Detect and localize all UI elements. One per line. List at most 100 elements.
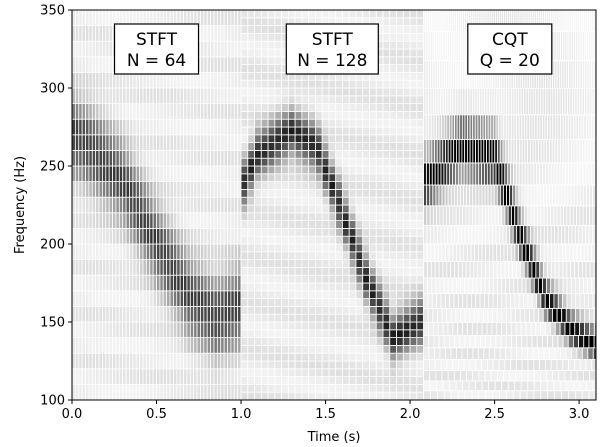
- heatmap-cell: [579, 359, 587, 371]
- heatmap-cell: [443, 162, 448, 186]
- heatmap-cell: [260, 329, 269, 338]
- heatmap-cell: [186, 352, 191, 370]
- heatmap-cell: [74, 72, 80, 89]
- heatmap-cell: [210, 305, 215, 323]
- heatmap-cell: [423, 347, 430, 360]
- heatmap-cell: [382, 111, 391, 120]
- heatmap-cell: [240, 305, 249, 315]
- heatmap-cell: [156, 196, 161, 214]
- heatmap-cell: [125, 274, 130, 292]
- heatmap-cell: [287, 243, 296, 253]
- heatmap-cell: [95, 181, 100, 198]
- heatmap-cell: [159, 118, 164, 136]
- heatmap-cell: [91, 196, 97, 214]
- heatmap-cell: [156, 259, 161, 276]
- heatmap-cell: [500, 261, 506, 279]
- heatmap-cell: [382, 25, 391, 34]
- heatmap-cell: [591, 277, 596, 295]
- heatmap-cell: [176, 72, 181, 89]
- heatmap-cell: [196, 149, 201, 167]
- heatmap-cell: [230, 165, 235, 182]
- heatmap-cell: [294, 259, 303, 268]
- heatmap-cell: [145, 274, 151, 292]
- heatmap-cell: [91, 72, 97, 89]
- heatmap-cell: [566, 261, 572, 279]
- heatmap-cell: [108, 274, 113, 292]
- heatmap-cell: [240, 282, 249, 292]
- heatmap-cell: [122, 87, 127, 105]
- heatmap-cell: [301, 243, 310, 253]
- heatmap-cell: [294, 173, 303, 183]
- heatmap-cell: [545, 321, 551, 336]
- heatmap-cell: [267, 391, 276, 400]
- heatmap-cell: [342, 352, 350, 362]
- heatmap-cell: [183, 118, 188, 136]
- heatmap-cell: [555, 184, 560, 207]
- heatmap-cell: [362, 251, 370, 261]
- heatmap-cell: [542, 162, 546, 186]
- heatmap-cell: [213, 56, 218, 73]
- heatmap-cell: [179, 72, 184, 89]
- heatmap-cell: [189, 181, 195, 198]
- heatmap-cell: [105, 72, 110, 89]
- heatmap-cell: [328, 220, 337, 229]
- heatmap-cell: [328, 360, 337, 370]
- heatmap-cell: [382, 251, 391, 261]
- heatmap-cell: [145, 134, 151, 151]
- heatmap-cell: [78, 181, 83, 198]
- heatmap-cell: [566, 293, 572, 309]
- heatmap-cell: [301, 235, 310, 245]
- heatmap-cell: [118, 368, 124, 385]
- heatmap-cell: [464, 390, 473, 400]
- heatmap-cell: [254, 111, 262, 120]
- heatmap-cell: [129, 259, 134, 276]
- heatmap-cell: [227, 368, 232, 385]
- heatmap-cell: [193, 259, 198, 276]
- heatmap-cell: [585, 359, 593, 371]
- heatmap-cell: [91, 368, 97, 385]
- heatmap-cell: [516, 261, 521, 279]
- heatmap-cell: [247, 149, 255, 159]
- heatmap-cell: [369, 134, 377, 144]
- heatmap-cell: [301, 376, 310, 385]
- heatmap-cell: [260, 87, 269, 97]
- heatmap-cell: [504, 261, 510, 279]
- heatmap-cell: [538, 307, 544, 323]
- heatmap-cell: [230, 274, 235, 292]
- heatmap-cell: [382, 329, 391, 338]
- heatmap-cell: [521, 243, 527, 262]
- heatmap-cell: [152, 134, 157, 151]
- heatmap-cell: [423, 205, 428, 226]
- heatmap-cell: [220, 227, 225, 245]
- heatmap-cell: [409, 329, 418, 338]
- heatmap-cell: [301, 188, 310, 198]
- heatmap-cell: [389, 313, 397, 323]
- heatmap-cell: [237, 368, 242, 385]
- heatmap-cell: [152, 321, 157, 339]
- heatmap-cell: [227, 87, 232, 105]
- heatmap-cell: [216, 10, 222, 27]
- heatmap-cell: [88, 103, 93, 120]
- heatmap-cell: [74, 337, 80, 354]
- heatmap-cell: [362, 188, 370, 198]
- heatmap-cell: [562, 293, 568, 309]
- heatmap-cell: [176, 337, 181, 354]
- heatmap-cell: [166, 103, 171, 120]
- heatmap-cell: [554, 321, 561, 336]
- heatmap-cell: [441, 307, 448, 323]
- heatmap-cell: [227, 118, 232, 136]
- heatmap-cell: [321, 134, 330, 144]
- heatmap-cell: [95, 56, 100, 73]
- heatmap-cell: [206, 87, 212, 105]
- heatmap-cell: [149, 383, 154, 400]
- heatmap-cell: [237, 118, 242, 136]
- heatmap-cell: [375, 157, 384, 167]
- heatmap-cell: [91, 321, 97, 339]
- heatmap-cell: [315, 149, 323, 159]
- heatmap-cell: [423, 184, 428, 207]
- heatmap-cell: [562, 243, 567, 262]
- heatmap-cell: [423, 243, 428, 262]
- heatmap-cell: [508, 261, 514, 279]
- heatmap-cell: [375, 251, 384, 261]
- heatmap-cell: [213, 87, 218, 105]
